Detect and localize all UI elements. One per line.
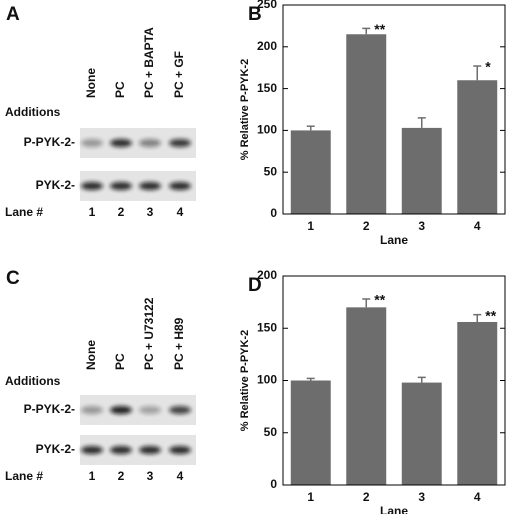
bar [290,130,331,214]
condition-label: PC + H89 [172,317,186,370]
blot-band [81,406,103,414]
bar [457,80,498,215]
plot-frame [282,275,506,486]
condition-label: PC + GF [172,51,186,98]
lane-number: 1 [89,469,96,483]
bar [401,382,442,485]
x-axis-label: Lane [380,233,408,247]
x-tick-label: 3 [418,219,425,233]
lane-header: Lane # [5,469,43,483]
blot-band [139,406,161,414]
blot-band [81,446,103,454]
blot-band [110,182,132,190]
x-tick-label: 1 [307,490,314,504]
blot-band [169,182,191,190]
row-header: Additions [5,105,61,119]
blot-band [169,446,191,454]
bar [346,34,387,215]
blot-band [110,139,132,147]
significance-label: * [485,59,491,75]
lane-number: 3 [147,469,154,483]
y-tick-label: 250 [257,0,277,11]
condition-label: PC [113,353,127,370]
lane-number: 2 [118,469,125,483]
lane-number: 4 [177,205,184,219]
plot-frame [282,4,506,215]
condition-label: None [84,68,98,98]
blot-label: PYK-2- [36,442,75,456]
bar [290,380,331,485]
y-axis-label: % Relative P-PYK-2 [239,59,251,160]
significance-label: ** [485,307,496,323]
x-axis-label: Lane [380,504,408,514]
condition-label: PC + U73122 [142,297,156,370]
blot-label: PYK-2- [36,178,75,192]
x-tick-label: 4 [474,219,481,233]
y-tick-label: 150 [257,320,277,334]
bar [401,127,442,214]
y-tick-label: 200 [257,39,277,53]
blot-label: P-PYK-2- [24,402,75,416]
panel-letter: B [248,4,262,25]
y-tick-label: 0 [270,206,277,220]
condition-label: PC [113,81,127,98]
lane-header: Lane # [5,205,43,219]
y-axis-label: % Relative P-PYK-2 [239,330,251,431]
y-tick-label: 0 [270,477,277,491]
y-tick-label: 150 [257,81,277,95]
y-tick-label: 50 [264,425,278,439]
blot-band [169,139,191,147]
blot-label: P-PYK-2- [24,135,75,149]
blot-band [139,182,161,190]
lane-number: 1 [89,205,96,219]
y-tick-label: 200 [257,268,277,282]
blot-band [81,139,103,147]
x-tick-label: 2 [363,219,370,233]
y-tick-label: 100 [257,123,277,137]
blot-band [110,406,132,414]
x-tick-label: 1 [307,219,314,233]
panel-letter: A [6,4,20,25]
blot-band [110,446,132,454]
lane-number: 3 [147,205,154,219]
blot-band [169,406,191,414]
blot-band [139,446,161,454]
y-tick-label: 50 [264,164,278,178]
significance-label: ** [374,21,385,37]
x-tick-label: 2 [363,490,370,504]
condition-label: None [84,340,98,370]
bar [346,307,387,485]
x-tick-label: 4 [474,490,481,504]
blot-band [81,182,103,190]
row-header: Additions [5,374,61,388]
panel-letter: C [6,268,20,289]
panel-letter: D [248,275,262,296]
y-tick-label: 100 [257,373,277,387]
significance-label: ** [374,292,385,308]
blot-band [139,139,161,147]
bar [457,321,498,485]
x-tick-label: 3 [418,490,425,504]
condition-label: PC + BAPTA [142,27,156,98]
lane-number: 4 [177,469,184,483]
lane-number: 2 [118,205,125,219]
